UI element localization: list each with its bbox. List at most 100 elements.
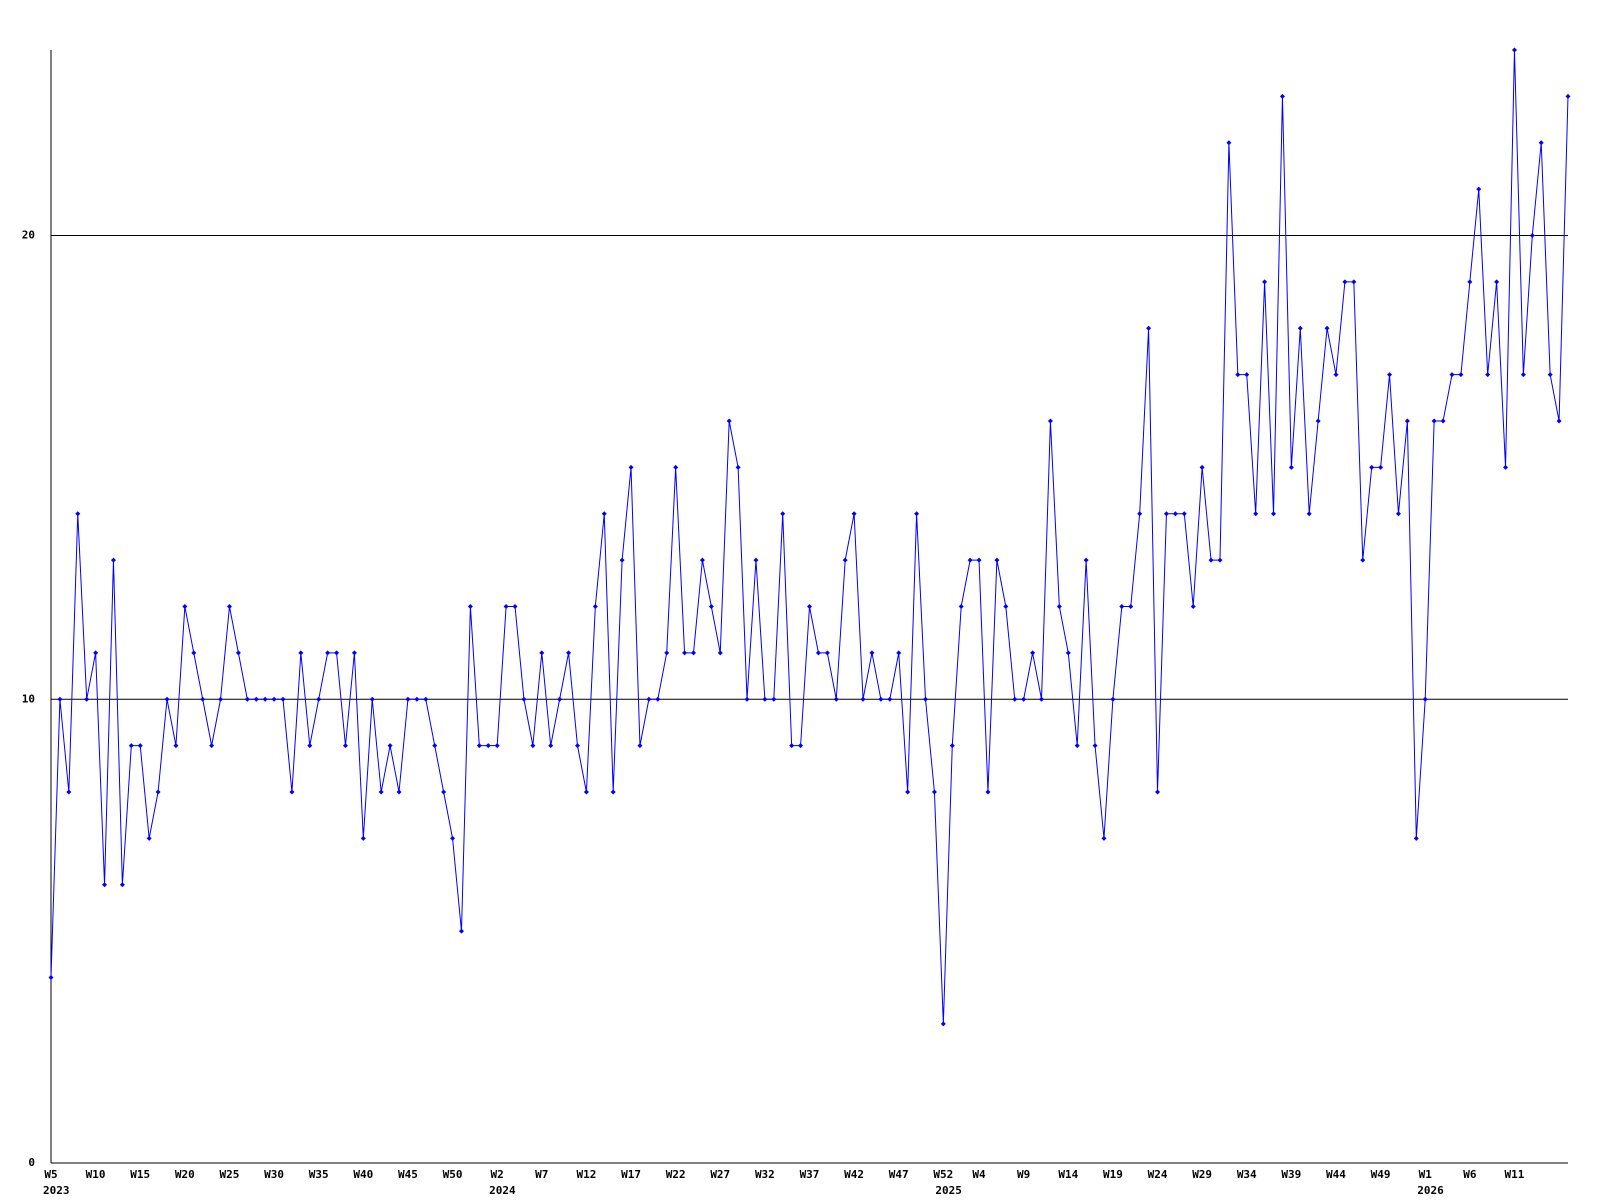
data-point (807, 604, 812, 609)
data-point (173, 743, 179, 749)
x-tick-label: W44 (1326, 1168, 1346, 1181)
data-point (673, 464, 679, 470)
data-point (66, 789, 72, 795)
x-tick-label: W45 (398, 1168, 418, 1181)
data-point (75, 511, 81, 517)
data-point (887, 696, 893, 702)
data-point (441, 789, 447, 795)
data-point (833, 696, 839, 702)
data-point (432, 743, 438, 749)
x-tick-label: W32 (755, 1168, 775, 1181)
data-point (735, 464, 741, 470)
data-point (878, 696, 884, 702)
x-tick-label: W22 (666, 1168, 686, 1181)
x-tick-label: W29 (1192, 1168, 1212, 1181)
data-point (119, 882, 125, 888)
data-point (1181, 511, 1187, 517)
data-point (923, 696, 929, 702)
data-point (325, 650, 331, 656)
data-point (1244, 372, 1250, 378)
x-tick-label: W1 (1419, 1168, 1433, 1181)
data-point (1012, 696, 1018, 702)
data-point (1039, 696, 1045, 702)
data-point (289, 789, 295, 795)
data-point (271, 696, 277, 702)
data-point (1529, 233, 1535, 238)
data-point (842, 557, 848, 563)
data-point (1476, 186, 1482, 192)
data-point (1288, 464, 1294, 470)
y-tick-label: 20 (22, 229, 35, 242)
x-tick-label: W39 (1281, 1168, 1301, 1181)
data-point (1387, 372, 1393, 378)
data-point (93, 650, 99, 656)
data-point (102, 882, 108, 888)
data-point (1378, 464, 1384, 470)
data-point (914, 511, 920, 517)
data-point (316, 696, 322, 702)
x-tick-label: W27 (710, 1168, 730, 1181)
data-point (458, 928, 464, 934)
data-point (1190, 604, 1196, 609)
data-point (976, 557, 982, 563)
data-point (1360, 557, 1366, 563)
data-point (1119, 604, 1125, 609)
data-point (690, 650, 696, 656)
data-point (646, 696, 652, 702)
data-point (1458, 372, 1464, 378)
data-point (84, 696, 90, 702)
data-point (1074, 743, 1080, 749)
x-tick-label: W10 (86, 1168, 106, 1181)
data-point (1520, 372, 1526, 378)
data-point (1003, 604, 1009, 609)
data-point (253, 696, 259, 702)
x-tick-label: W42 (844, 1168, 864, 1181)
data-point (967, 557, 973, 563)
data-point (387, 743, 393, 749)
data-point (342, 743, 348, 749)
data-point (378, 789, 384, 795)
data-point (1065, 650, 1071, 656)
data-point (1369, 464, 1375, 470)
data-point (226, 604, 232, 609)
x-tick-label: W52 (933, 1168, 953, 1181)
data-point (708, 604, 714, 609)
data-point (414, 696, 420, 702)
data-point (1440, 418, 1446, 424)
data-point (949, 743, 955, 749)
data-point (494, 743, 500, 749)
data-point (360, 835, 366, 841)
data-point (137, 743, 143, 749)
data-point (235, 650, 241, 656)
data-point (717, 650, 723, 656)
data-point (762, 696, 768, 702)
x-tick-label: W12 (576, 1168, 596, 1181)
data-point (191, 650, 197, 656)
data-point (557, 696, 563, 702)
data-point (218, 696, 224, 702)
data-point (1333, 372, 1339, 378)
data-point (815, 650, 821, 656)
data-point (110, 557, 116, 563)
data-point (896, 650, 902, 656)
data-point (583, 789, 589, 795)
data-point (869, 650, 875, 656)
data-point (574, 743, 580, 749)
data-point (164, 696, 170, 702)
data-point (57, 696, 63, 702)
data-point (1235, 372, 1241, 378)
x-tick-label: W14 (1058, 1168, 1078, 1181)
data-point (1226, 140, 1232, 146)
data-point (1547, 372, 1553, 378)
data-point (1511, 47, 1517, 53)
data-point (423, 696, 429, 702)
data-point (1172, 511, 1178, 517)
data-point (940, 1021, 946, 1027)
data-point (1199, 464, 1205, 470)
x-year-label: 2025 (935, 1184, 962, 1197)
data-point (351, 650, 357, 656)
data-point (244, 696, 250, 702)
data-point (1047, 418, 1053, 424)
data-point (1449, 372, 1455, 378)
